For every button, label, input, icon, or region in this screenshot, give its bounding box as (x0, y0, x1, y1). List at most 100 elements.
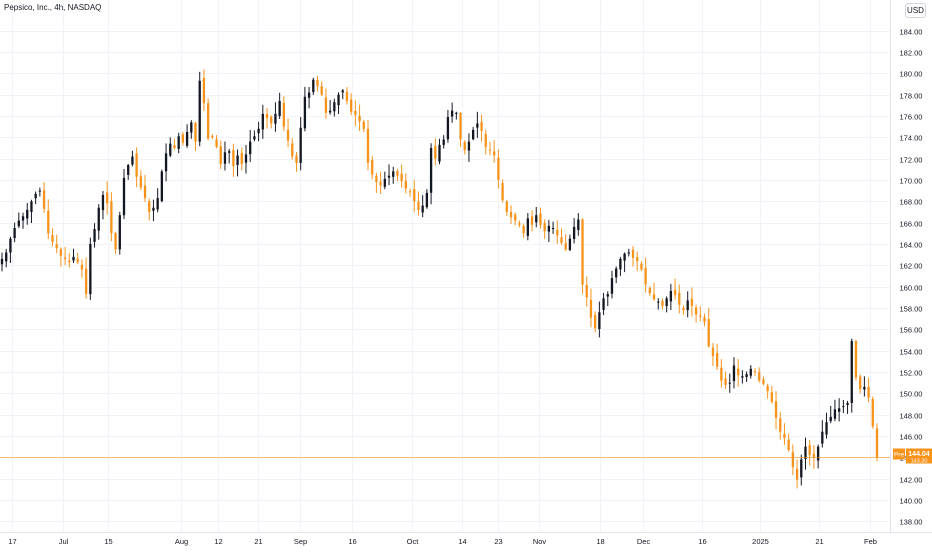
candle-body (110, 201, 113, 234)
gridlines (0, 0, 890, 532)
candle-body (711, 347, 715, 356)
x-tick-label: 14 (458, 537, 466, 546)
candle-body (560, 237, 563, 243)
candle-body (38, 190, 42, 192)
candle-body (509, 212, 513, 218)
candle-body (328, 110, 332, 113)
candle-body (421, 205, 424, 213)
y-tick-label: 154.00 (900, 348, 923, 357)
candle-body (505, 201, 508, 212)
y-tick-label: 180.00 (900, 70, 923, 79)
pre-price-value: 144.04 (908, 451, 930, 458)
candle-body (51, 235, 54, 242)
x-tick-label: Oct (407, 537, 420, 546)
candle-body (127, 165, 130, 175)
candle-body (446, 117, 450, 140)
candle-body (156, 198, 159, 210)
candle-body (673, 289, 677, 296)
candle-body (467, 141, 471, 151)
y-tick-label: 176.00 (900, 113, 923, 122)
x-tick-label: 21 (254, 537, 262, 546)
x-tick-label: 18 (596, 537, 604, 546)
y-tick-label: 174.00 (900, 134, 923, 143)
candle-body (463, 142, 466, 151)
candle-body (413, 189, 416, 202)
candle-body (76, 258, 79, 263)
candle-body (383, 178, 386, 187)
candle-body (68, 260, 71, 263)
candle-body (657, 301, 660, 303)
candle-body (837, 408, 841, 412)
candle-body (202, 78, 206, 104)
candle-body (59, 249, 63, 256)
candle-body (783, 433, 786, 439)
currency-button[interactable]: USD (905, 3, 926, 18)
candle-body (408, 191, 412, 193)
candle-body (190, 122, 193, 133)
candle-body (350, 99, 353, 112)
candle-body (249, 141, 252, 155)
candle-body (63, 257, 67, 259)
candle-body (400, 173, 403, 182)
candles[interactable] (0, 69, 890, 489)
chart-title: Pepsico, Inc., 4h, NASDAQ (4, 3, 102, 12)
candle-body (55, 244, 58, 249)
candle-body (265, 113, 269, 119)
candle-body (257, 128, 260, 134)
x-tick-label: 23 (494, 537, 502, 546)
candle-body (737, 368, 740, 376)
candle-body (619, 258, 622, 270)
candle-body (648, 287, 651, 294)
candle-body (758, 372, 761, 381)
candle-body (627, 252, 630, 254)
y-tick-label: 160.00 (900, 284, 923, 293)
candle-body (682, 307, 685, 311)
candle-body (551, 228, 555, 229)
candle-body (253, 136, 256, 140)
candle-body (429, 148, 433, 193)
candle-body (215, 139, 218, 147)
candle-body (598, 312, 601, 329)
candle-body (396, 171, 399, 176)
candle-body (774, 401, 778, 418)
candle-body (261, 113, 264, 130)
y-tick-label: 140.00 (900, 497, 923, 506)
candle-body (417, 201, 420, 210)
candle-body (514, 214, 517, 221)
candle-body (160, 171, 164, 202)
candle-body (795, 468, 799, 480)
candle-body (804, 446, 807, 459)
candle-body (312, 79, 315, 93)
x-tick-label: 15 (104, 537, 112, 546)
x-tick-label: Dec (637, 537, 651, 546)
candle-body (30, 201, 33, 212)
candle-body (223, 152, 227, 164)
candle-body (358, 115, 361, 122)
candle-body (232, 150, 235, 167)
candle-body (547, 225, 551, 232)
y-tick-label: 172.00 (900, 156, 923, 165)
candle-body (593, 314, 597, 329)
candle-body (749, 368, 752, 376)
candle-body (678, 292, 681, 305)
candle-body (812, 453, 816, 458)
candle-body (371, 159, 374, 175)
candle-body (846, 402, 849, 406)
candle-body (47, 210, 50, 234)
candle-body (236, 155, 239, 165)
candle-body (564, 243, 567, 250)
candle-body (530, 216, 534, 225)
candle-body (118, 215, 121, 250)
candle-body (101, 194, 105, 211)
candle-body (211, 135, 214, 138)
candle-body (333, 102, 336, 112)
candle-body (501, 183, 504, 201)
candle-body (488, 149, 492, 151)
candle-body (425, 192, 429, 208)
candle-body (753, 371, 757, 373)
candle-body (543, 222, 546, 232)
candle-body (636, 257, 639, 262)
